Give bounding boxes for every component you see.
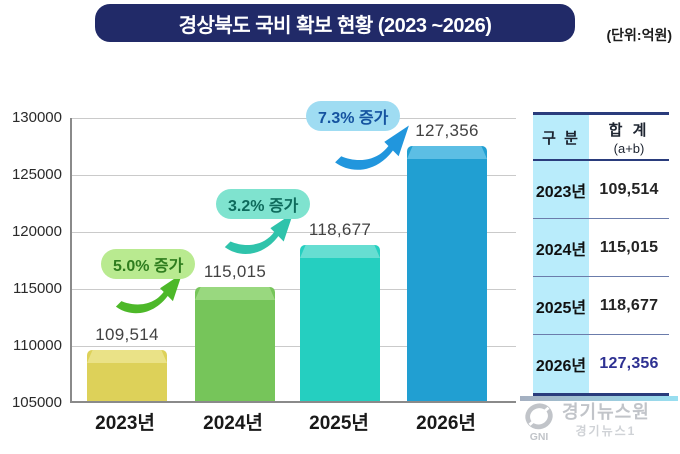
gridline-120000	[72, 232, 516, 233]
bar-body	[195, 287, 275, 401]
growth-arrow-icon	[335, 125, 409, 170]
table-cell-total: 109,514	[599, 180, 659, 198]
bar-2026: 127,356	[407, 121, 487, 401]
table-row-2023: 2023년 109,514	[533, 161, 669, 219]
y-tick-110000: 110000	[13, 337, 62, 354]
bar-body	[300, 245, 380, 401]
gridline-130000	[72, 118, 516, 119]
bar-2025: 118,677	[300, 220, 380, 401]
y-tick-115000: 115000	[13, 280, 62, 297]
growth-badge-5-0: 5.0% 증가	[101, 249, 196, 279]
x-label-2024: 2024년	[203, 413, 263, 434]
table-header-total-label: 합 계	[608, 121, 650, 139]
table-header-category: 구 분	[533, 115, 589, 159]
x-label-2023: 2023년	[95, 413, 155, 434]
bar-2023: 109,514	[87, 325, 167, 401]
bar-top-face	[195, 287, 275, 300]
unit-label: (단위:억원)	[606, 27, 672, 43]
gridline-115000	[72, 289, 516, 290]
y-tick-130000: 130000	[11, 109, 62, 126]
gridline-110000	[72, 346, 516, 347]
table-cell-year: 2026년	[533, 335, 589, 393]
table-header-total: 합 계 (a+b)	[589, 115, 669, 159]
page-title-text: 경상북도 국비 확보 현황 (2023 ~2026)	[178, 14, 492, 37]
y-tick-125000: 125000	[11, 166, 62, 183]
news-watermark: GNI 경기뉴스원 경기뉴스1	[520, 396, 680, 442]
x-label-2026: 2026년	[416, 413, 476, 434]
growth-arrow-icon	[224, 212, 294, 254]
table-row-2025: 2025년 118,677	[533, 277, 669, 335]
table-cell-year: 2023년	[533, 161, 589, 218]
bar-top-face	[407, 146, 487, 159]
table-header-row: 구 분 합 계 (a+b)	[533, 115, 669, 161]
summary-table: 구 분 합 계 (a+b) 2023년 109,514 2024년 115,01…	[533, 112, 669, 396]
bar-top-face	[300, 245, 380, 258]
bar-value-2026: 127,356	[415, 121, 479, 140]
table-row-2024: 2024년 115,015	[533, 219, 669, 277]
bar-value-2025: 118,677	[308, 220, 372, 239]
watermark-subname: 경기뉴스1	[575, 424, 637, 438]
page-title: 경상북도 국비 확보 현황 (2023 ~2026)	[95, 4, 575, 42]
table-cell-year: 2025년	[533, 277, 589, 334]
gni-logo-icon: GNI	[525, 403, 553, 442]
growth-badge-7-3: 7.3% 증가	[306, 101, 401, 131]
table-row-2026: 2026년 127,356	[533, 335, 669, 393]
gni-logo-text: GNI	[530, 432, 549, 442]
growth-arrow-icon	[115, 273, 183, 314]
gridline-125000	[72, 175, 516, 176]
growth-badge-3-2: 3.2% 증가	[216, 189, 311, 219]
table-cell-year: 2024년	[533, 219, 589, 276]
bar-chart-plot-area: 109,514 115,015 118,677 127,356	[70, 118, 516, 403]
y-tick-120000: 120000	[11, 223, 62, 240]
bar-value-2024: 115,015	[203, 262, 267, 281]
bar-value-2023: 109,514	[95, 325, 159, 344]
bar-top-face	[87, 350, 167, 363]
watermark-strip	[520, 396, 678, 401]
table-cell-total-highlight: 127,356	[599, 355, 659, 372]
table-header-total-sub: (a+b)	[613, 140, 645, 156]
table-cell-total: 115,015	[599, 238, 659, 256]
bar-2024: 115,015	[195, 262, 275, 401]
bar-body	[407, 146, 487, 401]
x-label-2025: 2025년	[309, 413, 369, 434]
y-tick-105000: 105000	[11, 394, 62, 411]
table-cell-total: 118,677	[599, 296, 659, 314]
watermark-name: 경기뉴스원	[562, 402, 650, 422]
